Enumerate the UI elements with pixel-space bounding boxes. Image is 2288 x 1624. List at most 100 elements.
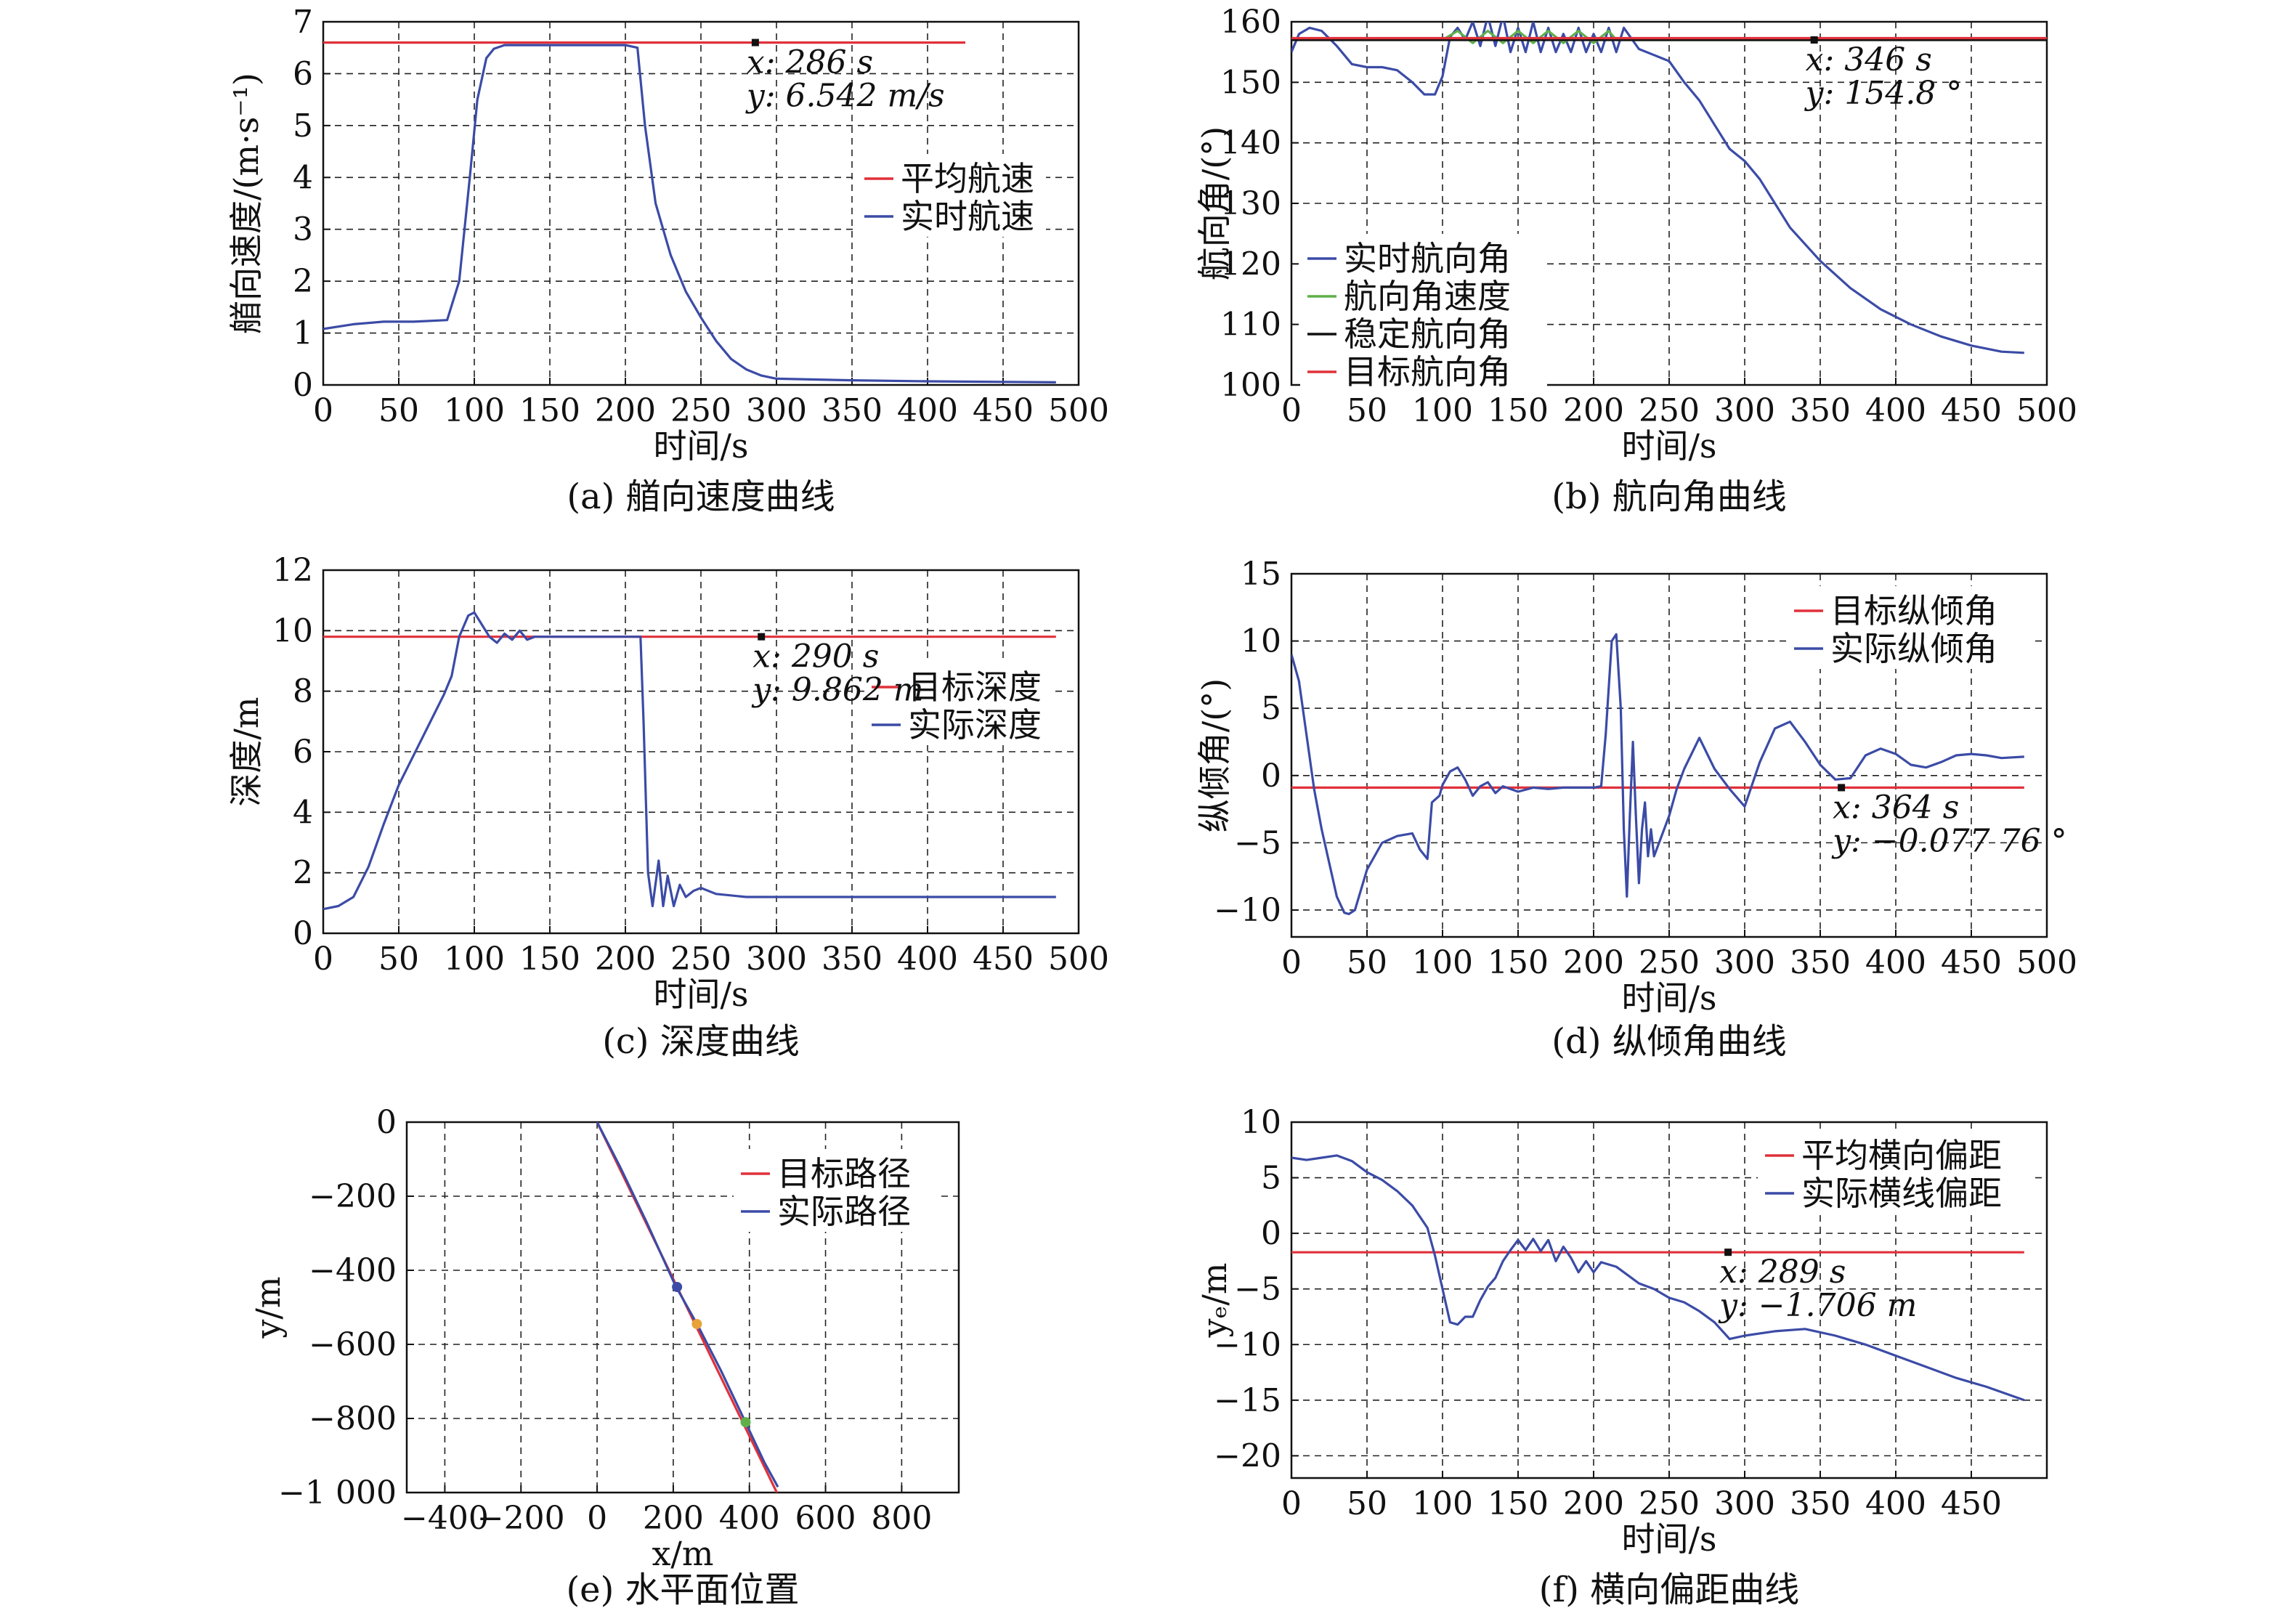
x-tick-label: 350 — [1790, 392, 1851, 429]
x-axis-label: 时间/s — [1621, 1519, 1716, 1559]
y-tick-label: 3 — [293, 211, 313, 248]
legend-label: 目标深度 — [908, 667, 1042, 707]
chart-a: 0 50 100 150 200 250 300 350 400 450 500 0 1 2 3 4 5 6 7 时间… — [227, 4, 1109, 517]
chart-caption: (f) 横向偏距曲线 — [1539, 1570, 1799, 1610]
x-tick-label: 50 — [1347, 392, 1387, 429]
x-tick-label: 400 — [897, 392, 958, 429]
x-tick-label: 400 — [897, 941, 958, 978]
x-axis-label: 时间/s — [653, 975, 748, 1014]
series-line-2 — [1291, 1154, 2025, 1402]
x-tick-label: 0 — [587, 1500, 607, 1537]
x-tick-label: 400 — [1865, 1485, 1926, 1522]
y-tick-label: 12 — [272, 552, 313, 589]
x-tick-label: 200 — [595, 392, 656, 429]
y-tick-label: −5 — [1234, 1271, 1281, 1308]
y-axis-label: 艏向速度/(m·s⁻¹) — [227, 73, 266, 334]
chart-caption: (c) 深度曲线 — [602, 1021, 800, 1062]
legend-box — [734, 1149, 937, 1232]
y-tick-label: −200 — [309, 1178, 397, 1215]
x-tick-label: −200 — [477, 1500, 565, 1537]
legend-label: 实时航向角 — [1344, 239, 1511, 278]
legend-box — [1758, 1131, 2034, 1214]
datatip-marker — [758, 633, 766, 641]
x-tick-label: 300 — [746, 392, 807, 429]
chart-e: −400−200 0 200 400 600 8000−200−400−600−800−1… — [248, 1104, 960, 1610]
x-tick-label: −400 — [401, 1500, 489, 1537]
x-tick-label: 100 — [444, 941, 505, 978]
x-tick-label: 150 — [1488, 944, 1549, 981]
legend-label: 实际深度 — [908, 705, 1042, 744]
chart-f: 0 50 100 150 200 250 300 350 400 450 −20 −15 −10 −5 0 5… — [1195, 1104, 2048, 1610]
datatip-y: y: 9.862 m — [751, 672, 923, 709]
chart-caption: (b) 航向角曲线 — [1551, 476, 1786, 517]
x-tick-label: 450 — [1941, 392, 2002, 429]
x-tick-label: 50 — [378, 392, 419, 429]
y-axis-label: 纵倾角/(°) — [1195, 678, 1234, 832]
y-tick-label: 8 — [293, 673, 313, 710]
x-tick-label: 100 — [444, 392, 505, 429]
y-tick-label: −10 — [1214, 892, 1281, 929]
y-tick-label: 6 — [293, 55, 313, 92]
y-tick-label: −600 — [309, 1326, 397, 1363]
x-tick-label: 100 — [1412, 392, 1473, 429]
legend-label: 实际横线偏距 — [1801, 1174, 2002, 1213]
y-tick-label: 4 — [293, 159, 313, 196]
y-tick-label: 10 — [272, 612, 313, 649]
x-tick-label: 400 — [719, 1500, 780, 1537]
x-tick-label: 250 — [1639, 944, 1700, 981]
x-tick-label: 350 — [1790, 1485, 1851, 1522]
legend-box — [1787, 586, 2034, 669]
y-tick-label: 100 — [1220, 367, 1281, 404]
y-tick-label: 0 — [293, 367, 313, 404]
x-tick-label: 200 — [1563, 392, 1624, 429]
series-line-2 — [1291, 633, 2024, 916]
path-marker — [691, 1318, 702, 1329]
x-tick-label: 0 — [1281, 392, 1302, 429]
y-tick-label: 0 — [293, 915, 313, 952]
x-tick-label: 350 — [822, 941, 883, 978]
legend-label: 平均航速 — [901, 159, 1034, 198]
y-tick-label: 120 — [1220, 245, 1281, 283]
y-tick-label: 140 — [1220, 125, 1281, 162]
legend-box — [857, 154, 1046, 237]
x-tick-label: 300 — [1714, 392, 1775, 429]
datatip-x: x: 286 s — [747, 44, 873, 81]
x-tick-label: 200 — [1563, 1485, 1624, 1522]
x-tick-label: 150 — [1488, 392, 1549, 429]
x-tick-label: 150 — [519, 941, 580, 978]
x-axis-label: 时间/s — [653, 426, 748, 466]
chart-b: 0 50 100 150 200 250 300 350 400 450 500 100 110 120 1… — [1195, 4, 2077, 517]
x-axis-label: 时间/s — [1621, 978, 1716, 1018]
datatip-marker — [751, 38, 759, 46]
x-tick-label: 600 — [795, 1500, 856, 1537]
y-tick-label: −10 — [1214, 1326, 1281, 1363]
x-tick-label: 150 — [519, 392, 580, 429]
x-tick-label: 250 — [1639, 392, 1700, 429]
y-tick-label: 2 — [293, 855, 313, 892]
x-tick-label: 450 — [973, 941, 1034, 978]
x-tick-label: 500 — [1048, 941, 1109, 978]
datatip-x: x: 290 s — [752, 638, 879, 675]
y-tick-label: 5 — [1261, 690, 1281, 727]
legend-label: 实际纵倾角 — [1830, 629, 1997, 668]
y-tick-label: −400 — [309, 1252, 397, 1289]
y-tick-label: −1 000 — [278, 1474, 397, 1511]
y-tick-label: −15 — [1214, 1382, 1281, 1419]
datatip-x: x: 346 s — [1806, 41, 1932, 78]
series-line-2 — [323, 44, 1056, 383]
chart-caption: (a) 艏向速度曲线 — [567, 476, 835, 517]
legend-box — [864, 662, 1053, 745]
y-tick-label: 1 — [293, 315, 313, 352]
plot-frame — [405, 1121, 960, 1494]
x-tick-label: 200 — [643, 1500, 704, 1537]
path-marker — [672, 1281, 683, 1292]
x-tick-label: 50 — [1347, 1485, 1387, 1522]
legend-label: 航向角速度 — [1344, 277, 1511, 316]
x-tick-label: 0 — [1281, 1485, 1302, 1522]
x-tick-label: 300 — [1714, 1485, 1775, 1522]
x-tick-label: 250 — [670, 392, 731, 429]
y-tick-label: 0 — [376, 1104, 397, 1141]
y-tick-label: 15 — [1241, 556, 1281, 593]
x-tick-label: 350 — [822, 392, 883, 429]
